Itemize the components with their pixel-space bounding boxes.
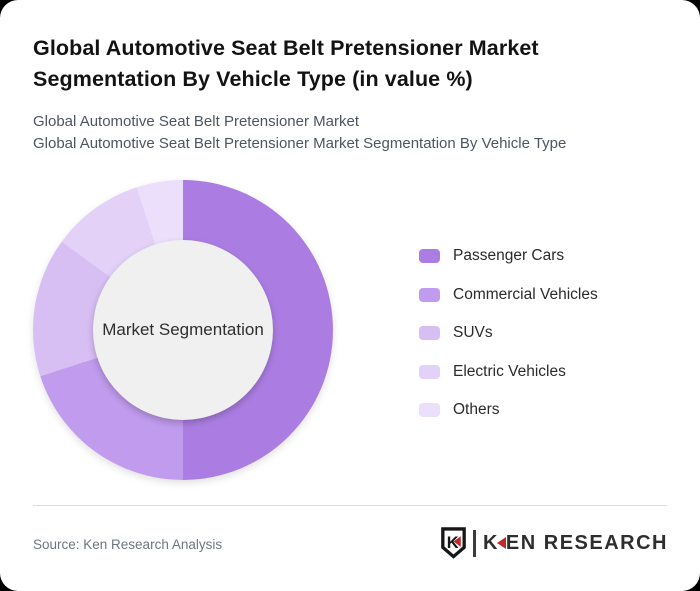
subtitle-line-1: Global Automotive Seat Belt Pretensioner… [33, 113, 360, 130]
legend-label: Passenger Cars [453, 247, 565, 264]
subtitle-line-2: Global Automotive Seat Belt Pretensioner… [33, 134, 567, 152]
legend-item: Passenger Cars [419, 244, 598, 268]
shield-k-icon: K [441, 527, 467, 559]
ken-research-logo: K K EN RESEARCH [440, 527, 668, 559]
logo-separator [473, 529, 476, 557]
legend-swatch [419, 249, 440, 263]
legend-item: Electric Vehicles [419, 360, 598, 384]
legend-item: SUVs [419, 321, 598, 345]
chart-subtitle: Global Automotive Seat Belt Pretensioner… [33, 111, 566, 154]
donut-center-label: Market Segmentation [102, 320, 264, 339]
chart-legend: Passenger Cars Commercial Vehicles SUVs Ele… [419, 244, 598, 437]
legend-swatch [419, 364, 440, 379]
svg-text:K: K [447, 534, 459, 552]
donut-chart-area: Market Segmentation [33, 180, 333, 480]
legend-swatch [419, 287, 440, 302]
source-text: Source: Ken Research Analysis [33, 537, 223, 552]
title-line-1: Global Automotive Seat Belt Pretensioner… [33, 36, 539, 60]
donut-center: Market Segmentation [93, 240, 273, 420]
title-line-2: Segmentation By Vehicle Type (in value %… [33, 67, 473, 91]
legend-label: Electric Vehicles [453, 362, 566, 380]
brand-rest: EN RESEARCH [505, 531, 668, 554]
legend-item: Others [419, 398, 598, 422]
legend-swatch [419, 326, 440, 340]
footer-divider [33, 505, 667, 506]
legend-label: Commercial Vehicles [453, 285, 598, 303]
legend-label: SUVs [453, 324, 493, 341]
legend-swatch [419, 403, 440, 417]
page-title: Global Automotive Seat Belt Pretensioner… [33, 33, 643, 95]
brand-wordmark: K EN RESEARCH [483, 532, 668, 555]
shield-red-triangle [453, 536, 462, 547]
brand-letter-k: K [482, 531, 499, 554]
brand-red-triangle-icon [496, 537, 506, 549]
legend-item: Commercial Vehicles [419, 283, 598, 307]
legend-label: Others [453, 401, 500, 418]
